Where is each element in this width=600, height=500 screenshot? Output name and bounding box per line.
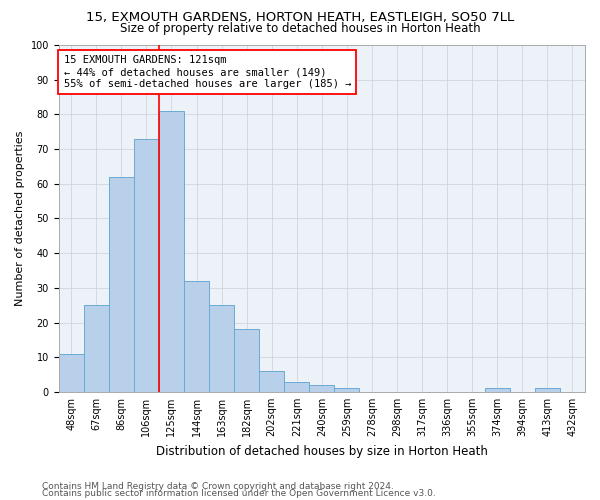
- Bar: [309, 385, 334, 392]
- Text: 15 EXMOUTH GARDENS: 121sqm
← 44% of detached houses are smaller (149)
55% of sem: 15 EXMOUTH GARDENS: 121sqm ← 44% of deta…: [64, 56, 351, 88]
- Bar: [184, 281, 209, 392]
- Bar: [485, 388, 510, 392]
- Y-axis label: Number of detached properties: Number of detached properties: [15, 131, 25, 306]
- Bar: [334, 388, 359, 392]
- Bar: [84, 305, 109, 392]
- Bar: [535, 388, 560, 392]
- Text: Contains public sector information licensed under the Open Government Licence v3: Contains public sector information licen…: [42, 490, 436, 498]
- Bar: [284, 382, 309, 392]
- Bar: [134, 138, 159, 392]
- Bar: [59, 354, 84, 392]
- Text: Size of property relative to detached houses in Horton Heath: Size of property relative to detached ho…: [119, 22, 481, 35]
- Bar: [234, 330, 259, 392]
- X-axis label: Distribution of detached houses by size in Horton Heath: Distribution of detached houses by size …: [156, 444, 488, 458]
- Text: 15, EXMOUTH GARDENS, HORTON HEATH, EASTLEIGH, SO50 7LL: 15, EXMOUTH GARDENS, HORTON HEATH, EASTL…: [86, 11, 514, 24]
- Bar: [109, 177, 134, 392]
- Bar: [259, 371, 284, 392]
- Bar: [209, 305, 234, 392]
- Text: Contains HM Land Registry data © Crown copyright and database right 2024.: Contains HM Land Registry data © Crown c…: [42, 482, 394, 491]
- Bar: [159, 111, 184, 392]
